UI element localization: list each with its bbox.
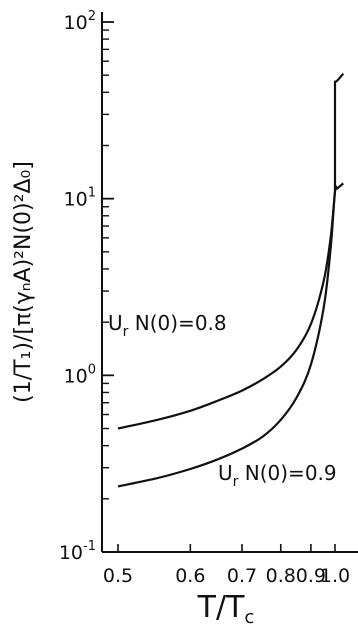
x-axis-title: T/Tc [197,590,255,625]
y-tick-label: 101 [64,186,96,211]
series-label-0-8: Ur N(0)=0.8 [108,311,227,340]
y-tick-label: 10-1 [59,539,96,564]
x-tick-label: 0.9 [296,565,326,587]
axes [101,12,358,553]
series-label-0-9: Ur N(0)=0.9 [218,461,337,490]
y-tick-label: 100 [64,362,96,387]
x-tick-label: 0.5 [103,565,133,587]
data-series [117,72,345,488]
series-line-1 [117,182,345,488]
series-line-0 [117,72,345,430]
x-tick-label: 0.6 [175,565,205,587]
x-axis-ticks: 0.5 0.6 0.7 0.8 0.91.0 [103,544,350,587]
x-tick-label: 0.8 [266,565,296,587]
x-tick-label: 1.0 [320,565,350,587]
y-axis-ticks: 10-1 100 101 102 [59,9,114,564]
y-axis-title: (1/T₁)/[π(γₙA)²N(0)²Δ₀] [11,161,36,403]
x-tick-label: 0.7 [227,565,257,587]
y-tick-label: 102 [64,9,96,34]
